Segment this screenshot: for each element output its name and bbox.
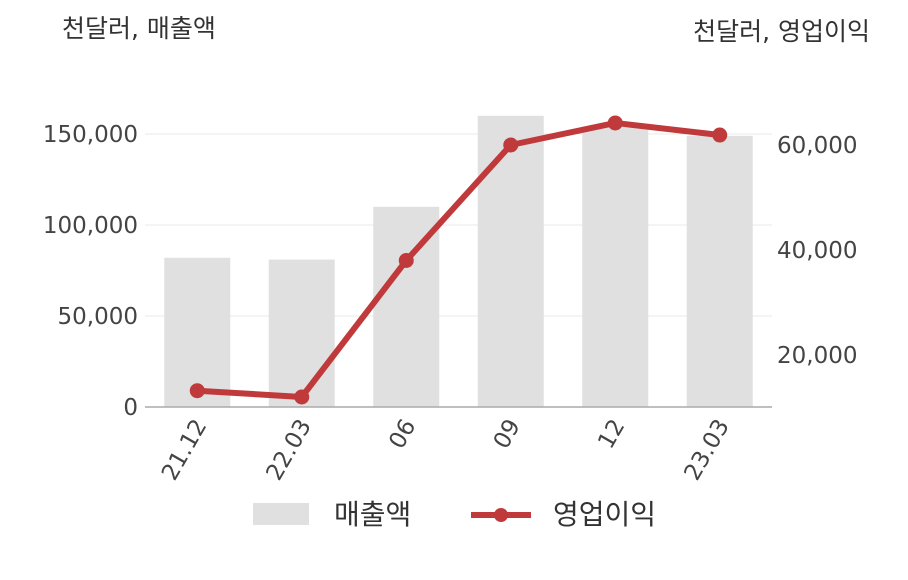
right-tick-label-2: 60,000 [777, 133, 857, 159]
profit-point-21.12 [189, 383, 205, 399]
x-tick-label-0: 21.12 [157, 415, 212, 485]
bar-22.03 [268, 259, 335, 407]
x-tick-label-1: 22.03 [261, 415, 316, 485]
left-axis-ticks: 0 50,000 100,000 150,000 [43, 122, 138, 421]
legend-bar-swatch [253, 503, 309, 525]
bar-23.03 [686, 135, 753, 407]
x-tick-label-4: 12 [593, 415, 630, 453]
left-tick-label-2: 100,000 [43, 213, 138, 239]
legend: 매출액 영업이익 [253, 498, 656, 531]
x-axis-ticks: 21.12 22.03 06 09 12 23.03 [157, 415, 735, 485]
left-axis-unit: 천달러, 매출액 [62, 14, 216, 43]
legend-line-marker [494, 508, 508, 522]
legend-label-revenue: 매출액 [334, 498, 411, 531]
bar-21.12 [164, 257, 231, 407]
x-tick-label-5: 23.03 [679, 415, 734, 485]
right-axis-ticks: 20,000 40,000 60,000 [777, 133, 857, 369]
bar-09 [477, 115, 544, 408]
left-tick-label-1: 50,000 [58, 304, 138, 330]
bar-series-revenue [164, 115, 753, 408]
right-tick-label-0: 20,000 [777, 343, 857, 369]
right-axis-unit: 천달러, 영업이익 [693, 17, 870, 46]
profit-point-09 [503, 137, 519, 153]
legend-label-operating-profit: 영업이익 [553, 498, 656, 531]
gridlines [145, 133, 772, 317]
x-tick-label-2: 06 [384, 415, 421, 453]
profit-line [197, 119, 721, 400]
profit-point-23.03 [712, 127, 728, 143]
line-series-operating-profit [189, 115, 728, 405]
left-tick-label-0: 0 [123, 395, 138, 421]
bar-12 [582, 126, 649, 407]
profit-point-22.03 [294, 389, 310, 405]
right-tick-label-1: 40,000 [777, 238, 857, 264]
profit-point-06 [398, 253, 414, 268]
left-tick-label-3: 150,000 [43, 122, 138, 148]
profit-point-12 [607, 115, 623, 131]
x-tick-label-3: 09 [489, 415, 526, 453]
